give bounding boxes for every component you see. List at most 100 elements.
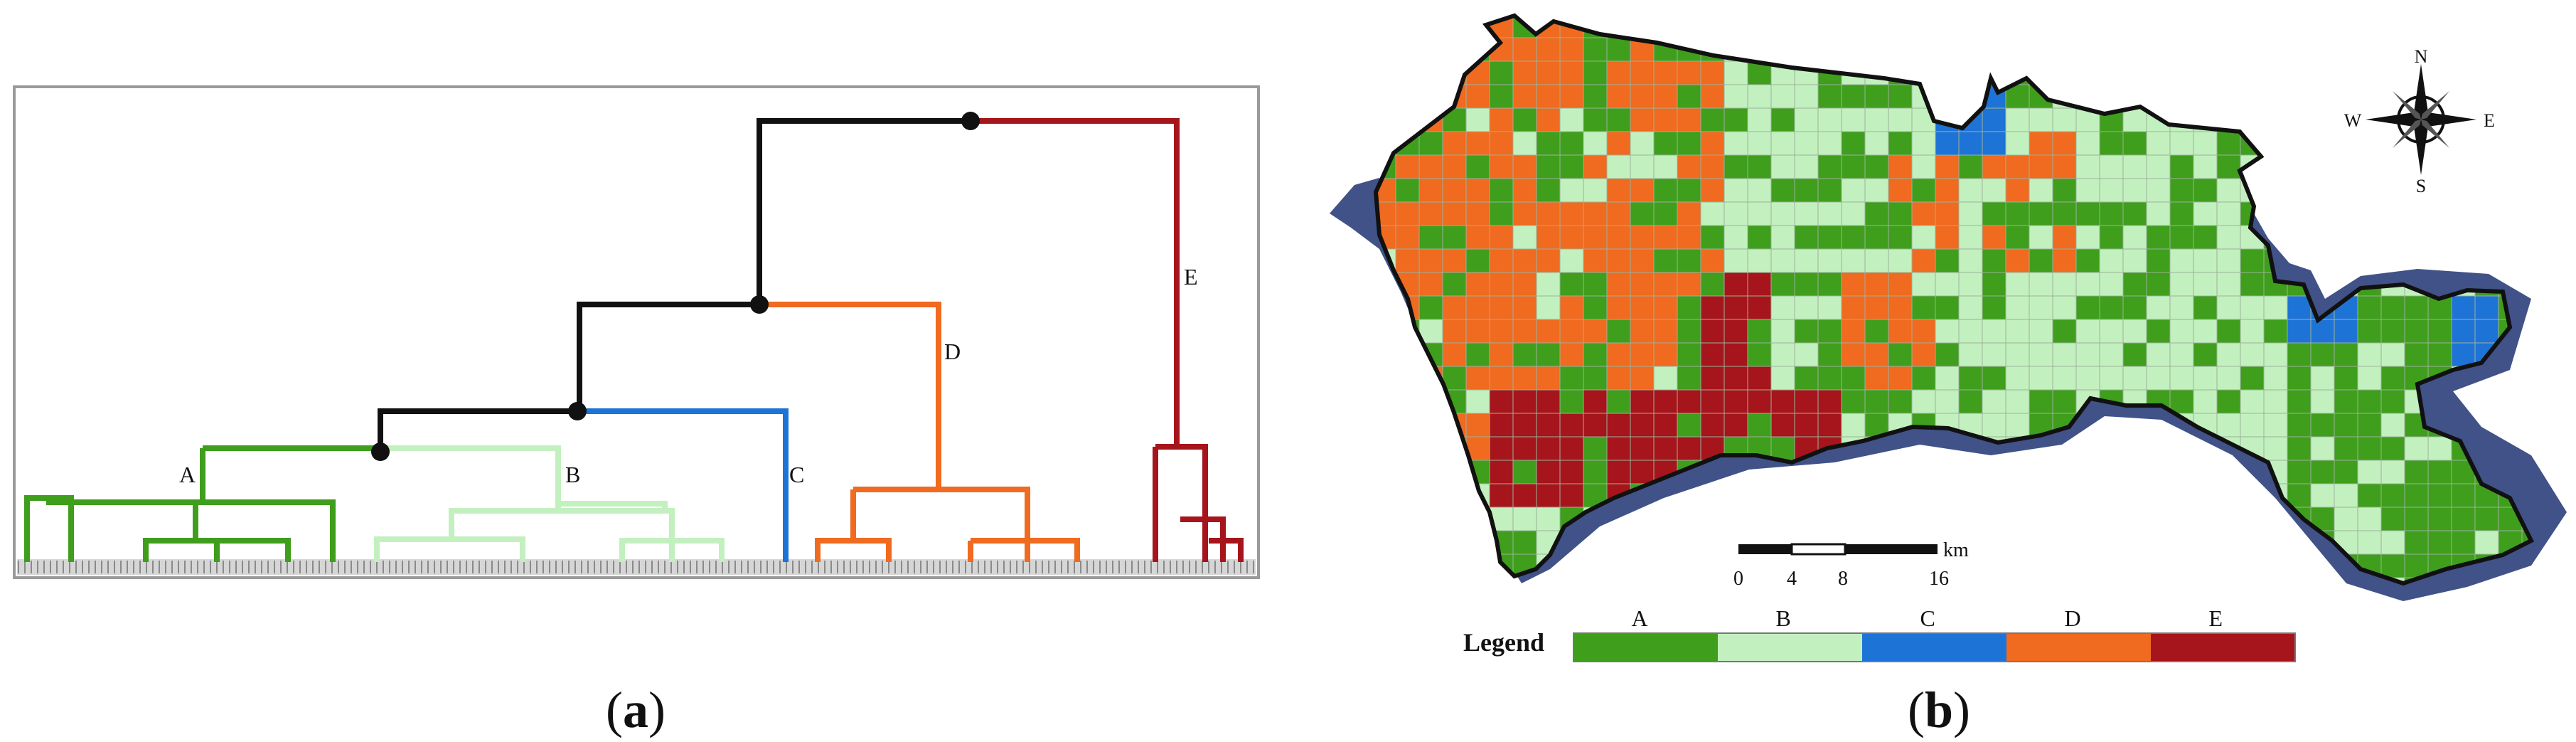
grid-cell bbox=[1982, 577, 2006, 583]
grid-cell bbox=[2052, 389, 2077, 414]
grid-cell bbox=[2146, 342, 2171, 367]
grid-cell bbox=[1653, 248, 1678, 273]
grid-cell bbox=[1677, 436, 1701, 461]
grid-cell bbox=[2169, 178, 2194, 203]
legend-swatch-e bbox=[2151, 633, 2295, 662]
grid-cell bbox=[1982, 225, 2006, 250]
grid-cell bbox=[1559, 553, 1584, 578]
grid-cell bbox=[1653, 60, 1678, 85]
grid-cell bbox=[2029, 553, 2053, 578]
grid-cell bbox=[2240, 107, 2265, 132]
grid-cell bbox=[2240, 577, 2265, 583]
grid-cell bbox=[2334, 389, 2358, 414]
grid-cell bbox=[2498, 37, 2523, 62]
grid-cell bbox=[1677, 553, 1701, 578]
grid-cell bbox=[1489, 60, 1514, 85]
grid-cell bbox=[1911, 507, 1936, 531]
grid-cell bbox=[1794, 413, 1819, 438]
grid-cell bbox=[2122, 507, 2147, 531]
grid-cell bbox=[1841, 342, 1866, 367]
grid-cell bbox=[1958, 319, 1983, 344]
grid-cell bbox=[2193, 577, 2218, 583]
grid-cell bbox=[1794, 16, 1819, 38]
grid-cell bbox=[2287, 577, 2312, 583]
grid-cell bbox=[1536, 84, 1561, 109]
grid-cell bbox=[1606, 37, 1631, 62]
grid-cell bbox=[2287, 225, 2312, 250]
grid-cell bbox=[2287, 413, 2312, 438]
grid-cell bbox=[2005, 225, 2030, 250]
grid-cell bbox=[1512, 507, 1537, 531]
grid-cell bbox=[1864, 84, 1889, 109]
grid-cell bbox=[2334, 460, 2358, 484]
grid-cell bbox=[1465, 342, 1490, 367]
grid-cell bbox=[1982, 178, 2006, 203]
grid-cell bbox=[2169, 577, 2194, 583]
grid-cell bbox=[1512, 272, 1537, 297]
grid-cell bbox=[1958, 295, 1983, 320]
grid-cell bbox=[1512, 319, 1537, 344]
grid-cell bbox=[1888, 507, 1913, 531]
grid-cell bbox=[1630, 342, 1655, 367]
grid-cell bbox=[2380, 178, 2405, 203]
grid-cell bbox=[1418, 201, 1443, 226]
grid-cell bbox=[2498, 131, 2523, 156]
grid-cell bbox=[1606, 553, 1631, 578]
grid-cell bbox=[2334, 154, 2358, 179]
grid-cell bbox=[2263, 577, 2288, 583]
grid-cell bbox=[2005, 413, 2030, 438]
grid-cell bbox=[2169, 60, 2194, 85]
grid-cell bbox=[1418, 507, 1443, 531]
grid-cell bbox=[1395, 483, 1420, 508]
grid-cell bbox=[1747, 201, 1772, 226]
grid-cell bbox=[2310, 413, 2335, 438]
grid-cell bbox=[2404, 460, 2429, 484]
grid-cell bbox=[1770, 131, 1795, 156]
grid-cell bbox=[2099, 342, 2124, 367]
grid-cell bbox=[1700, 366, 1725, 391]
grid-cell bbox=[1630, 436, 1655, 461]
grid-cell bbox=[1559, 366, 1584, 391]
grid-cell bbox=[1841, 319, 1866, 344]
grid-cell bbox=[1911, 131, 1936, 156]
grid-cell bbox=[2122, 483, 2147, 508]
grid-cell bbox=[1911, 319, 1936, 344]
grid-cell bbox=[2263, 16, 2288, 38]
grid-cell bbox=[2029, 389, 2053, 414]
grid-cell bbox=[1794, 319, 1819, 344]
grid-cell bbox=[1583, 107, 1608, 132]
grid-cell bbox=[2169, 342, 2194, 367]
grid-cell bbox=[1677, 342, 1701, 367]
grid-cell bbox=[2005, 295, 2030, 320]
grid-cell bbox=[1442, 507, 1467, 531]
grid-cell bbox=[2334, 178, 2358, 203]
grid-cell bbox=[2216, 201, 2241, 226]
grid-cell bbox=[2029, 295, 2053, 320]
grid-cell bbox=[1700, 483, 1725, 508]
grid-cell bbox=[1653, 16, 1678, 38]
grid-cell bbox=[1536, 225, 1561, 250]
grid-cell bbox=[1630, 272, 1655, 297]
grid-cell bbox=[1653, 319, 1678, 344]
grid-cell bbox=[1395, 225, 1420, 250]
grid-cell bbox=[2287, 436, 2312, 461]
grid-cell bbox=[1653, 295, 1678, 320]
grid-cell bbox=[2169, 553, 2194, 578]
grid-cell bbox=[1817, 16, 1842, 38]
grid-cell bbox=[2498, 248, 2523, 273]
grid-cell bbox=[1817, 295, 1842, 320]
grid-cell bbox=[2146, 178, 2171, 203]
grid-cell bbox=[2122, 107, 2147, 132]
caption-a: (a) bbox=[606, 682, 666, 738]
grid-cell bbox=[1770, 107, 1795, 132]
grid-cell bbox=[1489, 319, 1514, 344]
grid-cell bbox=[1794, 225, 1819, 250]
grid-cell bbox=[2075, 60, 2100, 85]
grid-cell bbox=[1376, 295, 1396, 320]
grid-cell bbox=[1536, 577, 1561, 583]
grid-cell bbox=[1653, 413, 1678, 438]
grid-cell bbox=[1747, 342, 1772, 367]
grid-cell bbox=[2122, 16, 2147, 38]
grid-cell bbox=[1465, 530, 1490, 555]
grid-cell bbox=[1864, 366, 1889, 391]
